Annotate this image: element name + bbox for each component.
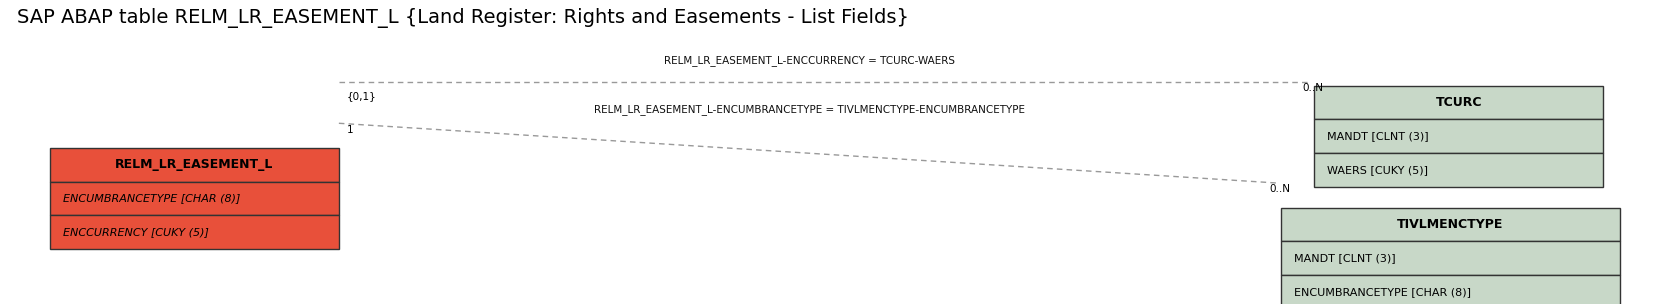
Text: MANDT [CLNT (3)]: MANDT [CLNT (3)] <box>1294 253 1395 263</box>
Text: SAP ABAP table RELM_LR_EASEMENT_L {Land Register: Rights and Easements - List Fi: SAP ABAP table RELM_LR_EASEMENT_L {Land … <box>17 8 909 28</box>
FancyBboxPatch shape <box>1281 275 1620 304</box>
Text: {0,1}: {0,1} <box>347 91 377 101</box>
FancyBboxPatch shape <box>1281 241 1620 275</box>
FancyBboxPatch shape <box>1281 208 1620 241</box>
FancyBboxPatch shape <box>50 216 339 249</box>
Text: RELM_LR_EASEMENT_L-ENCUMBRANCETYPE = TIVLMENCTYPE-ENCUMBRANCETYPE: RELM_LR_EASEMENT_L-ENCUMBRANCETYPE = TIV… <box>595 105 1025 116</box>
Text: 0..N: 0..N <box>1303 83 1324 93</box>
FancyBboxPatch shape <box>1314 119 1603 153</box>
FancyBboxPatch shape <box>1314 86 1603 119</box>
Text: RELM_LR_EASEMENT_L: RELM_LR_EASEMENT_L <box>116 158 273 171</box>
Text: WAERS [CUKY (5)]: WAERS [CUKY (5)] <box>1327 165 1428 175</box>
Text: MANDT [CLNT (3)]: MANDT [CLNT (3)] <box>1327 131 1428 141</box>
FancyBboxPatch shape <box>50 148 339 182</box>
Text: 1: 1 <box>347 125 354 135</box>
Text: ENCUMBRANCETYPE [CHAR (8)]: ENCUMBRANCETYPE [CHAR (8)] <box>1294 287 1471 297</box>
Text: TCURC: TCURC <box>1435 96 1483 109</box>
Text: 0..N: 0..N <box>1270 185 1291 195</box>
FancyBboxPatch shape <box>50 182 339 216</box>
FancyBboxPatch shape <box>1314 153 1603 187</box>
Text: ENCUMBRANCETYPE [CHAR (8)]: ENCUMBRANCETYPE [CHAR (8)] <box>63 194 240 204</box>
Text: ENCCURRENCY [CUKY (5)]: ENCCURRENCY [CUKY (5)] <box>63 227 208 237</box>
Text: RELM_LR_EASEMENT_L-ENCCURRENCY = TCURC-WAERS: RELM_LR_EASEMENT_L-ENCCURRENCY = TCURC-W… <box>665 55 955 66</box>
Text: TIVLMENCTYPE: TIVLMENCTYPE <box>1397 218 1504 231</box>
